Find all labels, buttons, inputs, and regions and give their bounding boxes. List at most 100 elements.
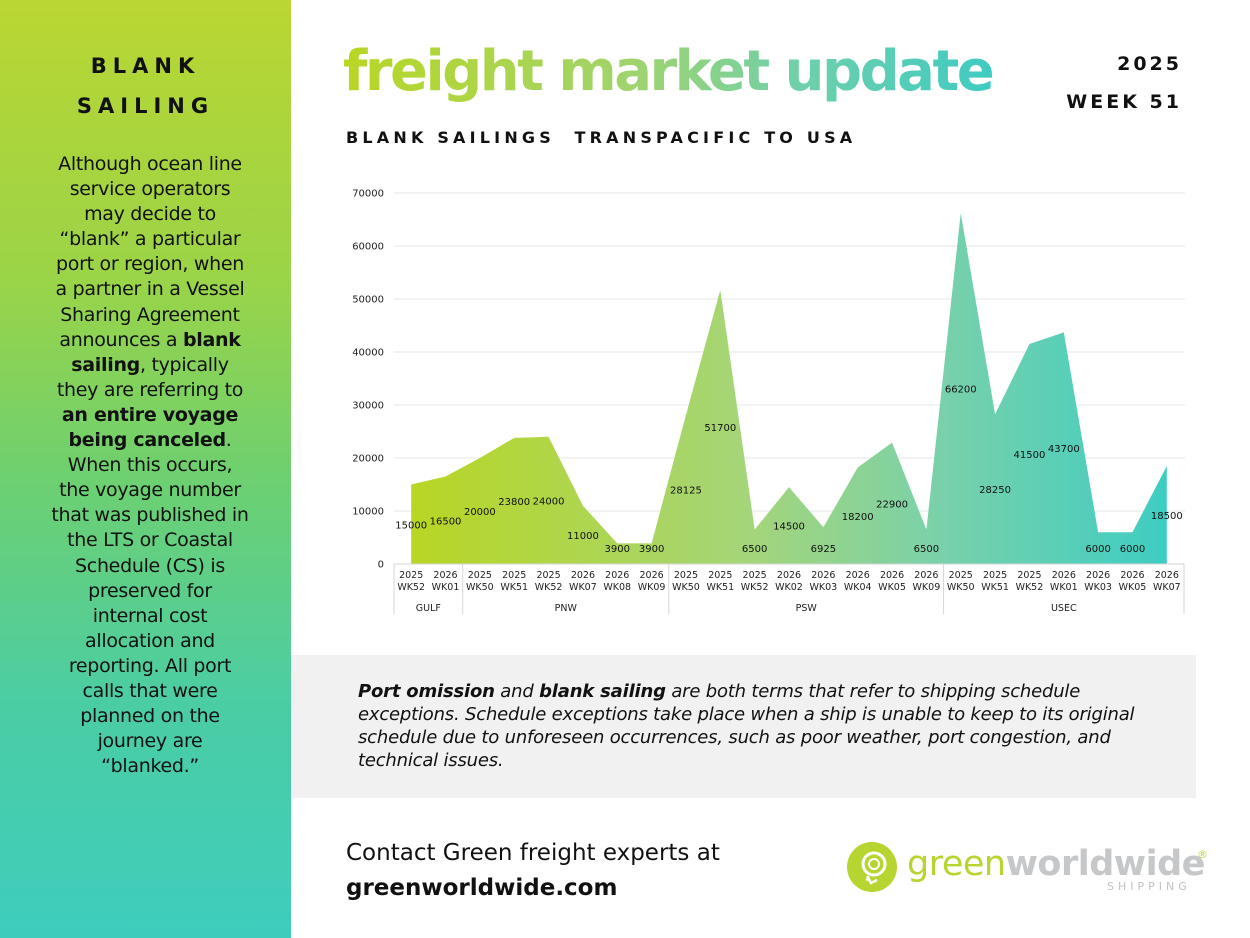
sidebar-title-line1: BLANK — [90, 54, 201, 78]
sidebar-text-part-4: . When this occurs, the voyage number th… — [51, 429, 249, 778]
x-tick-year: 2026 — [433, 570, 457, 581]
x-tick-week: WK02 — [775, 582, 803, 593]
sidebar-description: Although ocean line service operators ma… — [50, 152, 250, 779]
x-tick-week: WK05 — [878, 582, 906, 593]
y-tick-label: 10000 — [352, 507, 384, 518]
website-link[interactable]: greenworldwide.com — [346, 875, 618, 901]
logo-word-gray: worldwide — [1005, 844, 1206, 884]
data-label: 3900 — [639, 544, 664, 555]
y-tick-label: 20000 — [352, 454, 384, 465]
data-label: 6500 — [914, 544, 939, 555]
definition-text: Port omission and blank sailing are both… — [358, 680, 1148, 772]
x-tick-year: 2025 — [1017, 570, 1041, 581]
x-tick-week: WK52 — [535, 582, 563, 593]
data-label: 23800 — [498, 497, 530, 508]
x-tick-week: WK51 — [706, 582, 734, 593]
x-tick-year: 2025 — [468, 570, 492, 581]
data-label: 6000 — [1085, 544, 1110, 555]
x-tick-week: WK52 — [397, 582, 425, 593]
blank-sailings-area-chart: 0 10000 20000 30000 40000 50000 60000 70000 1500… — [340, 180, 1200, 630]
data-label: 6925 — [811, 544, 836, 555]
x-group-label: PSW — [796, 603, 818, 614]
x-tick-year: 2026 — [605, 570, 629, 581]
x-tick-week: WK01 — [432, 582, 460, 593]
data-label: 6000 — [1120, 544, 1145, 555]
chart-canvas: 0 10000 20000 30000 40000 50000 60000 70000 1500… — [352, 189, 1185, 614]
data-label: 43700 — [1048, 444, 1080, 455]
data-label: 22900 — [876, 499, 908, 510]
logo-wordmark: greenworldwide — [907, 844, 1205, 884]
data-label: 16500 — [430, 516, 462, 527]
x-group-label: USEC — [1051, 603, 1077, 614]
definition-text-part-1: and — [494, 681, 540, 702]
x-tick-year: 2025 — [502, 570, 526, 581]
contact-line: Contact Green freight experts at — [346, 840, 720, 866]
x-tick-year: 2026 — [880, 570, 904, 581]
data-label: 14500 — [773, 522, 805, 533]
globe-arrow-icon — [847, 842, 897, 892]
report-week: WEEK 51 — [1066, 91, 1182, 113]
x-tick-year: 2026 — [777, 570, 801, 581]
logo-word-green: green — [907, 844, 1006, 884]
x-tick-year: 2026 — [1120, 570, 1144, 581]
sidebar-title: BLANK SAILING — [0, 46, 291, 126]
x-tick-year: 2025 — [536, 570, 560, 581]
y-tick-label: 40000 — [352, 348, 384, 359]
data-label: 28125 — [670, 485, 702, 496]
x-tick-year: 2026 — [1052, 570, 1076, 581]
definition-text-part-0: Port omission — [358, 681, 495, 702]
x-tick-week: WK50 — [466, 582, 494, 593]
x-tick-year: 2025 — [674, 570, 698, 581]
definition-text-part-2: blank sailing — [539, 681, 666, 702]
registered-mark: ® — [1197, 848, 1208, 861]
x-tick-week: WK51 — [500, 582, 528, 593]
data-label: 24000 — [533, 496, 565, 507]
x-tick-year: 2025 — [743, 570, 767, 581]
definition-box: Port omission and blank sailing are both… — [291, 655, 1196, 798]
x-tick-week: WK03 — [1084, 582, 1112, 593]
x-tick-week: WK04 — [844, 582, 872, 593]
x-tick-week: WK05 — [1119, 582, 1147, 593]
x-tick-week: WK08 — [603, 582, 631, 593]
data-label: 18500 — [1151, 511, 1183, 522]
logo-tagline: SHIPPING — [1107, 880, 1191, 893]
data-label: 66200 — [945, 385, 977, 396]
data-label: 51700 — [704, 423, 736, 434]
report-year: 2025 — [1117, 53, 1182, 75]
y-tick-label: 30000 — [352, 401, 384, 412]
data-label: 3900 — [605, 544, 630, 555]
x-tick-year: 2026 — [571, 570, 595, 581]
x-tick-year: 2026 — [640, 570, 664, 581]
data-label: 41500 — [1014, 450, 1046, 461]
page-title: freight market update — [343, 36, 995, 108]
y-tick-label: 0 — [378, 560, 384, 571]
x-tick-year: 2025 — [708, 570, 732, 581]
x-tick-week: WK52 — [741, 582, 769, 593]
x-tick-year: 2026 — [914, 570, 938, 581]
x-tick-week: WK07 — [569, 582, 597, 593]
x-tick-week: WK09 — [638, 582, 666, 593]
x-tick-week: WK07 — [1153, 582, 1181, 593]
area-series — [411, 213, 1167, 564]
chart-title: BLANK SAILINGS TRANSPACIFIC TO USA — [346, 128, 857, 147]
company-logo: greenworldwide ® SHIPPING — [845, 838, 1215, 898]
x-tick-year: 2026 — [1155, 570, 1179, 581]
sidebar-text-part-0: Although ocean line service operators ma… — [55, 153, 245, 351]
x-tick-year: 2026 — [811, 570, 835, 581]
definition-text-part-3: are both terms that refer to shipping sc… — [358, 681, 1135, 771]
x-tick-week: WK09 — [913, 582, 941, 593]
x-tick-year: 2025 — [949, 570, 973, 581]
sidebar-text-part-3: an entire voyage being canceled — [61, 403, 239, 452]
sidebar-text-part-2: , typically they are referring to — [56, 353, 244, 401]
x-tick-year: 2025 — [983, 570, 1007, 581]
contact-block: Contact Green freight experts at greenwo… — [346, 836, 720, 906]
data-label: 6500 — [742, 544, 767, 555]
data-label: 28250 — [979, 485, 1011, 496]
data-label: 11000 — [567, 531, 599, 542]
x-group-label: GULF — [416, 603, 441, 614]
y-tick-label: 60000 — [352, 242, 384, 253]
x-tick-year: 2026 — [846, 570, 870, 581]
data-label: 18200 — [842, 512, 874, 523]
x-tick-week: WK50 — [672, 582, 700, 593]
sidebar-panel: BLANK SAILING Although ocean line servic… — [0, 0, 291, 938]
